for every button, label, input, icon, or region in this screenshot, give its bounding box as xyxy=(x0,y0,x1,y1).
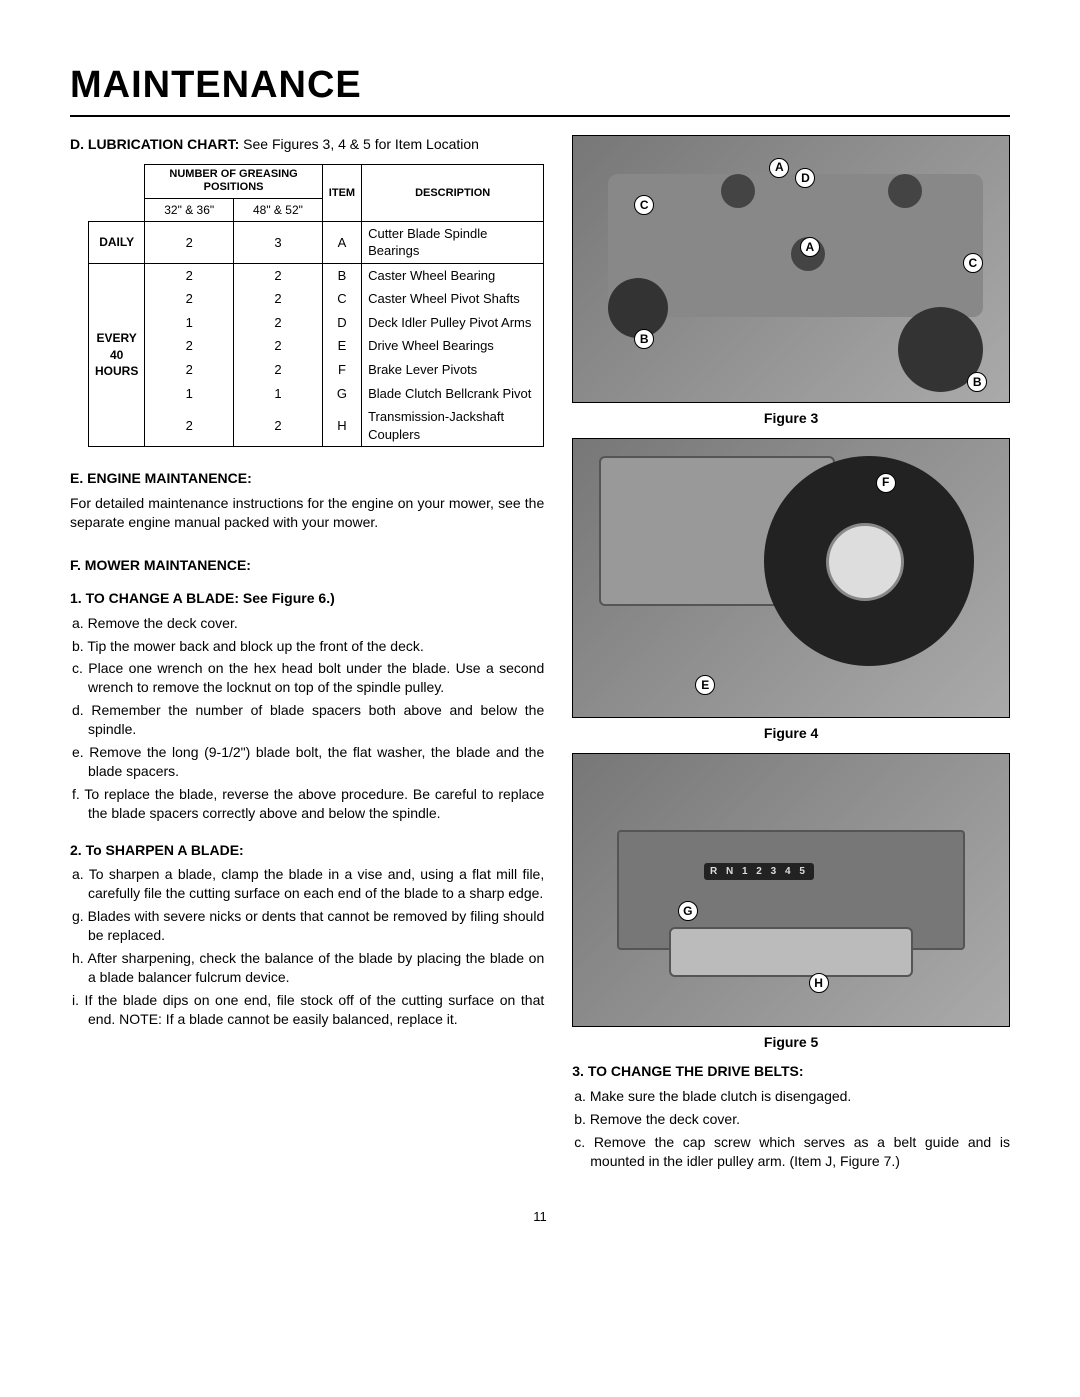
section-e-body: For detailed maintenance instructions fo… xyxy=(70,494,544,532)
table-row: 22EDrive Wheel Bearings xyxy=(89,334,544,358)
callout-g: G xyxy=(678,901,698,921)
right-column: A D C A C B B Figure 3 F E Figure 4 R N … xyxy=(572,135,1010,1174)
figure-5-caption: Figure 5 xyxy=(572,1033,1010,1052)
section-f2-head: 2. To SHARPEN A BLADE: xyxy=(70,841,544,860)
title-rule xyxy=(70,115,1010,117)
table-row: 22FBrake Lever Pivots xyxy=(89,358,544,382)
table-row: 12DDeck Idler Pulley Pivot Arms xyxy=(89,311,544,335)
callout-b: B xyxy=(967,372,987,392)
figure-4-caption: Figure 4 xyxy=(572,724,1010,743)
callout-a: A xyxy=(769,158,789,178)
callout-b: B xyxy=(634,329,654,349)
table-row: DAILY 2 3 A Cutter Blade Spindle Bearing… xyxy=(89,221,544,263)
section-f-head: F. MOWER MAINTANENCE: xyxy=(70,556,544,575)
page-number: 11 xyxy=(70,1208,1010,1226)
figure-4: F E xyxy=(572,438,1010,718)
callout-c: C xyxy=(634,195,654,215)
section-f3-steps: a. Make sure the blade clutch is disenga… xyxy=(572,1087,1010,1171)
figure-3: A D C A C B B xyxy=(572,135,1010,403)
section-e-head: E. ENGINE MAINTANENCE: xyxy=(70,469,544,488)
figure-5: R N 1 2 3 4 5 G H xyxy=(572,753,1010,1027)
table-row: 22HTransmission-Jackshaft Couplers xyxy=(89,405,544,447)
gear-strip: R N 1 2 3 4 5 xyxy=(704,863,814,881)
two-column-layout: D. LUBRICATION CHART: See Figures 3, 4 &… xyxy=(70,135,1010,1174)
table-row: 22CCaster Wheel Pivot Shafts xyxy=(89,287,544,311)
lubrication-table: NUMBER OF GREASING POSITIONS ITEM DESCRI… xyxy=(88,164,544,447)
section-f3-head: 3. TO CHANGE THE DRIVE BELTS: xyxy=(572,1062,1010,1081)
lubrication-chart-intro: D. LUBRICATION CHART: See Figures 3, 4 &… xyxy=(70,135,544,154)
callout-f: F xyxy=(876,473,896,493)
callout-h: H xyxy=(809,973,829,993)
figure-3-caption: Figure 3 xyxy=(572,409,1010,428)
left-column: D. LUBRICATION CHART: See Figures 3, 4 &… xyxy=(70,135,544,1174)
table-row: EVERY 40 HOURS 2 2 B Caster Wheel Bearin… xyxy=(89,263,544,287)
section-f2-steps: a. To sharpen a blade, clamp the blade i… xyxy=(70,865,544,1028)
page-title: MAINTENANCE xyxy=(70,60,1010,111)
section-f1-head: 1. TO CHANGE A BLADE: See Figure 6.) xyxy=(70,589,544,608)
section-f1-steps: a. Remove the deck cover. b. Tip the mow… xyxy=(70,614,544,823)
callout-e: E xyxy=(695,675,715,695)
table-row: 11GBlade Clutch Bellcrank Pivot xyxy=(89,382,544,406)
